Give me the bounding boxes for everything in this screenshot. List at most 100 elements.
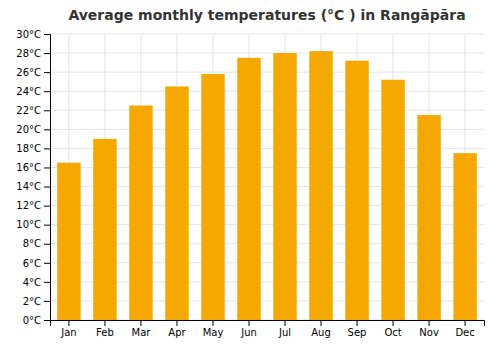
y-tick-label: 20°C — [16, 124, 41, 135]
x-tick-label: May — [203, 327, 224, 338]
y-tick: 8°C — [23, 238, 50, 249]
y-tick: 0°C — [23, 315, 50, 326]
x-tick-label: Jul — [278, 327, 291, 338]
x-tick: Jun — [240, 320, 257, 338]
bar — [273, 53, 296, 320]
bar — [309, 51, 332, 320]
y-tick-label: 22°C — [16, 105, 41, 116]
y-tick-mark — [44, 244, 50, 245]
x-axis-line — [51, 321, 485, 327]
x-tick: Aug — [311, 320, 331, 338]
y-tick-label: 18°C — [16, 143, 41, 154]
x-tick-label: Sep — [348, 327, 367, 338]
y-tick-label: 14°C — [16, 181, 41, 192]
x-tick-mark — [140, 320, 141, 326]
x-tick: Jan — [60, 320, 76, 338]
x-tick: Feb — [96, 320, 114, 338]
y-tick: 16°C — [16, 162, 50, 173]
plot-area: 0°C 2°C 4°C 6°C 8°C 10°C 12°C 14°C 16°C 18°C 20°C 2… — [16, 29, 484, 338]
y-tick: 30°C — [16, 29, 50, 40]
x-tick: Apr — [168, 320, 186, 338]
y-tick-mark — [44, 53, 50, 54]
y-tick-label: 2°C — [23, 296, 41, 307]
y-tick-label: 0°C — [23, 315, 41, 326]
y-tick: 12°C — [16, 200, 50, 211]
y-tick: 4°C — [23, 277, 50, 288]
bar — [237, 58, 260, 320]
x-tick-mark — [212, 320, 213, 326]
y-tick-label: 10°C — [16, 219, 41, 230]
y-grid-line — [50, 72, 484, 73]
y-grid-line — [50, 110, 484, 111]
x-tick: Mar — [132, 320, 152, 338]
y-tick-label: 28°C — [16, 48, 41, 59]
x-tick: Dec — [455, 320, 474, 338]
x-tick-mark — [429, 320, 430, 326]
x-tick-mark — [393, 320, 394, 326]
y-tick-mark — [44, 148, 50, 149]
y-axis-line — [44, 35, 51, 321]
title: Average monthly temperatures (°C ) in Ra… — [68, 7, 465, 23]
x-tick-mark — [285, 320, 286, 326]
y-tick-label: 24°C — [16, 86, 41, 97]
y-grid-line — [50, 53, 484, 54]
y-tick-mark — [44, 34, 50, 35]
x-tick-label: Mar — [132, 327, 152, 338]
y-axis: 0°C 2°C 4°C 6°C 8°C 10°C 12°C 14°C 16°C 18°C 20°C 2… — [16, 29, 50, 326]
y-tick-label: 30°C — [16, 29, 41, 40]
y-tick-mark — [44, 225, 50, 226]
x-tick-label: Dec — [455, 327, 474, 338]
y-tick-mark — [44, 282, 50, 283]
x-tick-label: Nov — [419, 327, 439, 338]
y-grid-line — [50, 34, 484, 35]
y-tick: 24°C — [16, 86, 50, 97]
y-tick-mark — [44, 91, 50, 92]
x-tick-mark — [248, 320, 249, 326]
x-tick: Jul — [278, 320, 291, 338]
x-tick-mark — [357, 320, 358, 326]
y-tick-mark — [44, 263, 50, 264]
y-tick-mark — [44, 167, 50, 168]
x-tick-label: Jan — [60, 327, 76, 338]
bar — [381, 80, 404, 320]
bar — [417, 115, 440, 320]
y-tick-label: 8°C — [23, 238, 41, 249]
x-tick-label: Aug — [311, 327, 331, 338]
y-tick: 18°C — [16, 143, 50, 154]
bar — [165, 86, 188, 320]
x-tick: May — [203, 320, 224, 338]
y-tick-label: 12°C — [16, 200, 41, 211]
y-grid-line — [50, 91, 484, 92]
bar — [201, 74, 224, 320]
y-tick-label: 16°C — [16, 162, 41, 173]
y-tick-mark — [44, 110, 50, 111]
y-tick-label: 26°C — [16, 67, 41, 78]
y-tick-mark — [44, 187, 50, 188]
y-tick: 22°C — [16, 105, 50, 116]
grid — [50, 34, 484, 320]
x-tick-mark — [176, 320, 177, 326]
x-tick-mark — [321, 320, 322, 326]
y-tick-mark — [44, 206, 50, 207]
x-tick-label: Jun — [240, 327, 257, 338]
bar — [93, 139, 116, 320]
x-tick: Nov — [419, 320, 439, 338]
y-tick: 26°C — [16, 67, 50, 78]
x-tick: Sep — [348, 320, 367, 338]
bar — [345, 61, 368, 320]
y-tick: 10°C — [16, 219, 50, 230]
y-tick: 2°C — [23, 296, 50, 307]
x-tick-mark — [104, 320, 105, 326]
x-tick-mark — [68, 320, 69, 326]
y-tick-mark — [44, 320, 50, 321]
y-tick-mark — [44, 129, 50, 130]
x-tick-label: Feb — [96, 327, 114, 338]
y-tick-label: 6°C — [23, 258, 41, 269]
y-tick: 28°C — [16, 48, 50, 59]
x-tick: Oct — [384, 320, 401, 338]
y-tick-mark — [44, 301, 50, 302]
bar — [129, 106, 152, 321]
y-tick-label: 4°C — [23, 277, 41, 288]
y-tick: 20°C — [16, 124, 50, 135]
y-tick: 6°C — [23, 258, 50, 269]
